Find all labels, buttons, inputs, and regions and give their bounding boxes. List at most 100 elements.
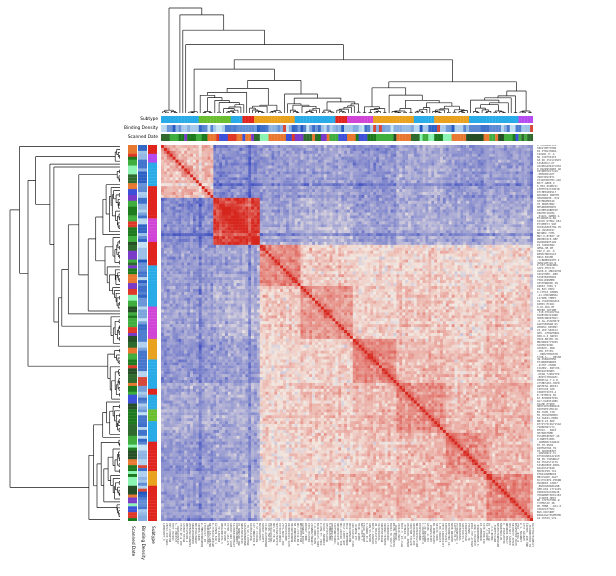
row-label: 0HS0B80MXBYK [537,205,557,209]
row-label: M3BPC4A-T.G_B_ [537,379,560,382]
row-label: RAGS5S3YR4R [537,467,555,471]
row-label: .DKSW_Y2N52TPD [537,373,560,377]
row-label: RT72Y75CDGY15A6 [537,423,561,427]
row-label: PK-7MBB_-.DA1.8 [537,505,561,509]
row-label: 54-XGK91-PR0B [537,417,558,421]
row-label: .CCBRMKDD2HT-2 [537,258,560,262]
row-label: GW5HC5D-N6934 [537,384,558,388]
row-label: NT01X.._6WC0 [537,428,557,432]
row-label: 920T8P51H5C46 [537,408,558,412]
row-label: B-YPTM5X4_MA [537,393,557,397]
row-label: XG8BY0K2244NR [537,314,558,318]
row-label: -D-SG-A53DH07P [537,320,560,324]
row-label: KX.KX06B6T936 [537,396,558,400]
row-label: 0X.PT8G33N8A- [537,149,558,153]
row-sample-labels: M_X3MKRN1551- 58D2TDHTHTDW 0X.PT8G33N8A- X1… [537,145,561,521]
row-label: T4H7ACB_S6D [537,387,555,391]
top-annotation-track-scanned-date [161,134,533,141]
row-label: -SW2500C2.TC [537,452,557,456]
left-annotation-track-scanned-date [128,145,137,521]
row-label: R4HM19YW4_YW [537,446,557,450]
row-label: CR5H7WRD0K_4N [537,282,558,286]
row-label: S49CH_RTMG2_R81 [537,220,561,224]
row-label: 00R-6.8_SWP4X [537,334,558,338]
row-label: 54SB69880.R6BG [537,464,560,468]
row-label: DG_B43_H0P4 [537,287,555,291]
row-label: ._0R02YM3D6TB [537,352,558,356]
row-label: 956X-BD4HX.CB. [537,337,560,341]
row-label: TC6B.S---_XBSXB [537,355,561,359]
row-label: X16W41_H.-G [537,152,555,156]
row-label: -318.076CK2TG1 [537,311,560,315]
row-label: 15GH02-.KWTC06_ [537,367,561,371]
row-label: 2GK8-R_4MDX4P3W [537,270,561,274]
row-label: PY3XMKY3_94H [537,223,557,227]
row-label: XAXHM5SRBHP3P [537,208,558,212]
row-label: X2TDB9TDCYCG6 [537,170,558,174]
row-label: 7WWY3PGXKYC [537,176,555,180]
row-label: GG7-KG89519B6 [537,399,558,403]
left-annotation-track-subtype [148,145,157,521]
row-label: 7HRGWNPYXK011R2 [537,493,561,497]
row-label: 8HP88_7WT2RM [537,308,557,312]
row-label: 4T44H3KDYB3-A4D [537,179,561,183]
row-label: 0CK4GK0D675W-YD [537,226,561,230]
top-annotation-track-binding-density [161,125,533,132]
top-annotation-track-subtype [161,116,533,123]
row-label: WA6SND3_9NRYM1 [537,193,560,197]
top-track-label-subtype: Subtype [140,117,158,122]
left-track-name-binding-density: Binding Density [140,526,145,560]
row-label: 6HK.-GTMGP5BWC [537,332,560,335]
row-label: PX_SRXPRB307 [537,449,557,453]
row-label: 3W-9SB6WYR5K [537,358,557,362]
row-label: M6P9CP58.716 [537,470,557,474]
row-label: _8N36GPWAB1GNB [537,484,560,488]
row-label: 4MNA-3M-XM_ [537,246,555,250]
row-label: 3DB5C8N09T9GY- [537,317,560,321]
row-label: 6D_32D7954T6 [537,155,557,159]
row-label: D8GX-B2SM0_ [537,255,555,259]
row-label: N08HKX2C6.6BP [537,238,558,241]
row-label: B5-TGPR_37W [537,411,555,415]
row-label: BGK.KRC5RBT [537,511,555,515]
row-label: 3WN212H11K.N [537,261,557,265]
column-sample-labels: 1XMKK6PPY_6 28P22.5XP_AWR2. 80T-D35NKYSN 0Y… [161,523,537,549]
row-label: SM7KW6TBMK_ [537,431,555,435]
row-label: 9-0C.WCK.MT [537,305,555,309]
row-label: 0.5P7.RKWCWHG [537,264,558,268]
row-label: P4_32WSK6N2 [537,243,555,247]
row-label: SSAHP_HTNX9 [537,402,555,406]
row-label: GADYGB2NGB_RS [537,323,558,327]
row-label: X-CTHA3_1MW0N [537,290,558,294]
row-label: 2G-C5G68H6AP6S [537,299,560,303]
row-label: 3AP2.M7XC7X [537,267,555,271]
row-label: S8-D6_351S7AN35 [537,158,561,162]
row-label: DT5XX2WKG2216M [537,455,560,459]
row-label: NNC0-22.8RP [537,420,555,424]
row-label: _1WPNM4CX2GN42 [537,440,560,444]
row-label: TDS9M1BP5DY-4K [537,434,560,438]
correlation-heatmap-canvas [161,145,533,521]
row-label: -A1.6H02WW5RA [537,293,558,297]
top-track-label-binding-density: Binding Density [124,126,158,131]
row-label: 4A-CN368497 [537,229,555,233]
row-label: 2HW952_RNYW9T [537,326,558,330]
row-label: 5198TB48M2D2 [537,276,557,280]
row-label: M_X3MKRN1551- [537,145,558,147]
left-track-name-subtype: Subtype [150,526,155,544]
row-label: 4X66X9--NXW [537,346,555,350]
row-label: 0B2CSADH_4GAY [537,475,558,479]
row-label: 24_2DP.9K0613 [537,329,558,333]
row-label: 475MD34KS-H2PN [537,381,560,385]
row-label: -B09YCYM1RGPC. [537,376,560,380]
row-label: K_M93_06N021C [537,185,558,189]
row-label: S9P_P_A8..0 [537,249,555,253]
row-label: 0TCMP6SBKS17 [537,191,557,194]
row-label: 1274BB_THM8Y [537,296,557,300]
row-label: DGW09R9PT22W [537,240,557,244]
row-label: 8C1TXC8P4-P5KNW [537,478,561,482]
row-label: 7SR8KH6YCY4_ [537,426,557,429]
row-label: MW7.K-BT807_1P [537,235,560,239]
row-label: 2A2N5A4894YC8S6 [537,164,561,168]
